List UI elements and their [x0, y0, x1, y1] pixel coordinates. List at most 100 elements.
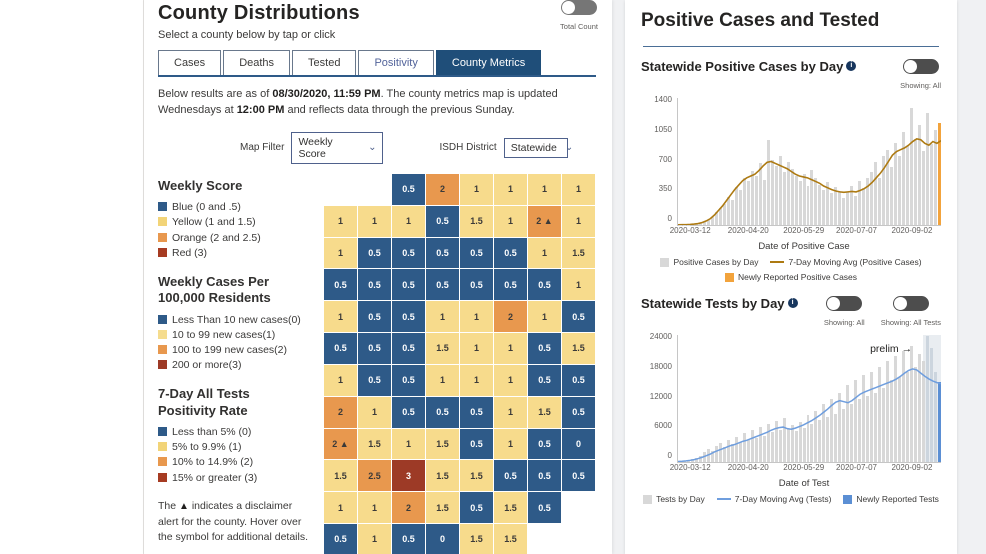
county-cell[interactable]: 1 [324, 205, 357, 237]
county-cell[interactable]: 0.5 [562, 364, 595, 396]
county-map[interactable]: 0.5 2 1 1 1 1 1 1 1 0.5 1.5 1 2 ▲ 1 1 0.5 0.5 0.5 0.5 0.5 1 1… [324, 173, 596, 554]
info-icon[interactable]: i [787, 298, 798, 308]
county-cell[interactable]: 0.5 [324, 333, 357, 364]
county-cell[interactable]: 1 [494, 428, 527, 460]
county-cell[interactable]: 2 ▲ [324, 428, 357, 460]
positive-cases-chart[interactable]: 1400 1050 700 350 0 2020-03-12 2020-04-20 2020… [641, 95, 941, 282]
tests-chart-plot[interactable]: prelim → [677, 335, 941, 463]
county-cell[interactable]: 1 [392, 428, 425, 460]
county-cell[interactable]: 1 [494, 173, 527, 205]
county-cell[interactable]: 0.5 [528, 460, 561, 492]
county-cell[interactable]: 1 [562, 173, 595, 205]
county-cell[interactable]: 0.5 [494, 269, 527, 301]
county-cell[interactable]: 0.5 [358, 364, 391, 396]
county-cell[interactable]: 0.5 [358, 301, 391, 333]
tab-positivity[interactable]: Positivity [358, 50, 434, 75]
map-filter-select[interactable]: Weekly Score ⌄ [291, 131, 384, 164]
county-cell[interactable]: 1 [494, 364, 527, 396]
county-cell[interactable]: 1 [562, 269, 595, 301]
county-cell[interactable]: 1 [460, 301, 493, 333]
county-cell[interactable]: 0.5 [528, 269, 561, 301]
county-cell[interactable]: 0.5 [392, 237, 425, 269]
county-cell[interactable]: 0.5 [358, 333, 391, 364]
county-cell[interactable]: 0.5 [426, 237, 459, 269]
county-cell[interactable]: 1 [528, 237, 561, 269]
county-cell[interactable]: 1 [324, 492, 357, 524]
county-cell[interactable]: 1 [358, 492, 391, 524]
cases-chart-plot[interactable] [677, 98, 941, 226]
county-cell[interactable]: 1.5 [562, 237, 595, 269]
showing-all-tests-toggle[interactable] [892, 296, 929, 311]
county-cell[interactable]: 0.5 [562, 301, 595, 333]
tab-deaths[interactable]: Deaths [223, 50, 291, 75]
showing-all-toggle[interactable] [826, 296, 863, 311]
county-cell[interactable]: 0.5 [494, 237, 527, 269]
county-cell[interactable]: 1.5 [358, 428, 391, 460]
county-cell[interactable]: 1.5 [528, 396, 561, 428]
tab-cases[interactable]: Cases [158, 50, 222, 75]
county-cell[interactable]: 1.5 [324, 460, 357, 492]
county-cell[interactable]: 1 [358, 396, 391, 428]
county-cell[interactable]: 0.5 [460, 428, 493, 460]
county-cell[interactable]: 0 [562, 428, 595, 460]
county-cell[interactable]: 2 [324, 396, 357, 428]
county-cell[interactable]: 1 [494, 333, 527, 364]
county-cell[interactable]: 1.5 [494, 492, 527, 524]
county-cell[interactable]: 0 [426, 524, 459, 554]
county-cell[interactable]: 1 [392, 205, 425, 237]
county-cell[interactable]: 0.5 [392, 396, 425, 428]
county-cell[interactable]: 0.5 [324, 269, 357, 301]
county-cell[interactable]: 1 [358, 524, 391, 554]
county-cell[interactable]: 1.5 [494, 524, 527, 554]
county-cell[interactable]: 1.5 [460, 205, 493, 237]
county-cell[interactable]: 0.5 [528, 428, 561, 460]
county-cell[interactable]: 1 [494, 205, 527, 237]
county-cell[interactable]: 1 [324, 301, 357, 333]
county-cell[interactable]: 0.5 [562, 396, 595, 428]
isdh-district-select[interactable]: Statewide ⌄ [503, 137, 573, 158]
county-cell[interactable]: 0.5 [358, 237, 391, 269]
county-cell[interactable]: 0.5 [460, 269, 493, 301]
county-cell[interactable]: 2 [392, 492, 425, 524]
county-cell[interactable]: 0.5 [426, 396, 459, 428]
total-count-toggle[interactable] [561, 0, 598, 15]
county-cell[interactable]: 0.5 [392, 301, 425, 333]
county-cell[interactable]: 1 [528, 301, 561, 333]
county-cell[interactable]: 0.5 [460, 492, 493, 524]
county-cell[interactable]: 1.5 [460, 460, 493, 492]
county-cell[interactable]: 1 [324, 364, 357, 396]
county-cell[interactable]: 0.5 [528, 492, 561, 524]
county-cell[interactable]: 1 [460, 364, 493, 396]
info-icon[interactable]: i [846, 61, 857, 71]
county-cell[interactable]: 0.5 [426, 269, 459, 301]
county-cell[interactable]: 1 [426, 364, 459, 396]
tab-county-metrics[interactable]: County Metrics [435, 50, 542, 75]
county-cell[interactable]: 1.5 [426, 333, 459, 364]
county-cell[interactable]: 1.5 [426, 492, 459, 524]
county-cell[interactable]: 1.5 [460, 524, 493, 554]
county-cell[interactable]: 1.5 [426, 460, 459, 492]
county-cell[interactable]: 0.5 [324, 524, 357, 554]
county-cell[interactable]: 0.5 [392, 524, 425, 554]
county-cell[interactable]: 1 [528, 173, 561, 205]
county-cell[interactable]: 0.5 [562, 460, 595, 492]
county-cell[interactable]: 1 [426, 301, 459, 333]
county-cell[interactable]: 1 [324, 237, 357, 269]
county-cell[interactable]: 0.5 [528, 333, 561, 364]
county-cell[interactable]: 0.5 [358, 269, 391, 301]
county-cell[interactable]: 1 [562, 205, 595, 237]
county-cell[interactable]: 1.5 [562, 333, 595, 364]
county-cell[interactable]: 0.5 [494, 460, 527, 492]
county-cell[interactable]: 0.5 [392, 364, 425, 396]
county-cell[interactable]: 1 [494, 396, 527, 428]
county-cell[interactable]: 0.5 [460, 396, 493, 428]
county-cell[interactable]: 0.5 [460, 237, 493, 269]
county-cell[interactable]: 2.5 [358, 460, 391, 492]
county-cell[interactable]: 0.5 [392, 333, 425, 364]
county-cell[interactable]: 2 ▲ [528, 205, 561, 237]
county-cell[interactable]: 1 [460, 333, 493, 364]
showing-all-toggle[interactable] [902, 59, 939, 74]
county-cell[interactable]: 0.5 [392, 173, 425, 205]
county-cell[interactable]: 0.5 [392, 269, 425, 301]
county-cell[interactable]: 3 [392, 460, 425, 492]
